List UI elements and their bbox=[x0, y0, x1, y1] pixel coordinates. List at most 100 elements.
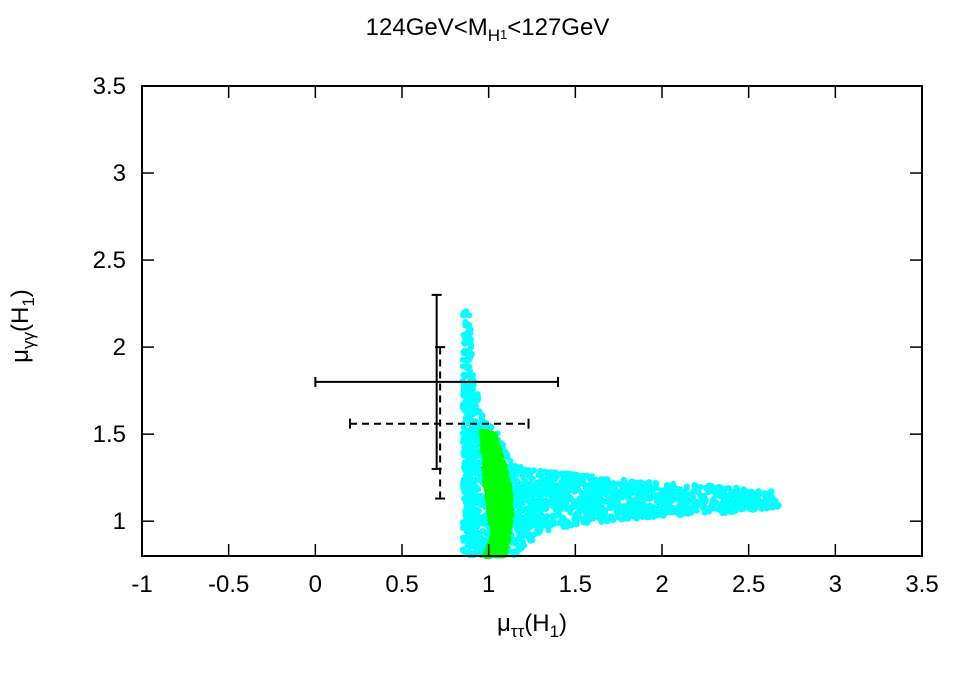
scatter-point bbox=[551, 493, 558, 499]
scatter-point bbox=[483, 486, 491, 494]
scatter-point bbox=[518, 496, 525, 503]
scatter-point bbox=[639, 495, 645, 501]
scatter-point bbox=[614, 497, 621, 504]
scatter-point bbox=[468, 535, 475, 542]
scatter-point bbox=[462, 427, 469, 434]
scatter-point bbox=[503, 493, 511, 501]
scatter-point bbox=[463, 535, 469, 542]
scatter-point bbox=[579, 481, 586, 488]
scatter-point bbox=[695, 489, 702, 496]
x-tick-label: -1 bbox=[131, 571, 152, 598]
y-tick-label: 1.5 bbox=[93, 421, 126, 448]
scatter-point bbox=[463, 468, 470, 475]
x-tick-label: 1.5 bbox=[559, 571, 592, 598]
scatter-point bbox=[574, 484, 581, 491]
scatter-point bbox=[568, 472, 575, 479]
scatter-point bbox=[670, 495, 677, 502]
scatter-point bbox=[497, 469, 504, 477]
scatter-point bbox=[738, 506, 745, 512]
scatter-point bbox=[600, 514, 607, 520]
scatter-point bbox=[715, 491, 722, 498]
x-tick-label: 2.5 bbox=[732, 571, 765, 598]
scatter-point bbox=[567, 495, 574, 502]
scatter-point bbox=[479, 413, 486, 420]
scatter-point bbox=[528, 488, 534, 495]
scatter-point bbox=[605, 496, 612, 503]
scatter-point bbox=[694, 501, 701, 508]
x-tick-label: 3 bbox=[829, 571, 842, 598]
scatter-point bbox=[519, 481, 526, 488]
scatter-point bbox=[715, 484, 722, 491]
scatter-point bbox=[619, 482, 625, 489]
scatter-point bbox=[460, 524, 466, 531]
scatter-point bbox=[467, 385, 474, 392]
scatter-point bbox=[551, 520, 558, 527]
scatter-point bbox=[467, 498, 474, 505]
scatter-point bbox=[472, 458, 479, 465]
scatter-point bbox=[467, 443, 474, 450]
scatter-point bbox=[472, 402, 479, 409]
scatter-point bbox=[472, 527, 479, 533]
scatter-point bbox=[689, 497, 696, 504]
scatter-point bbox=[498, 546, 505, 554]
scatter-point bbox=[747, 494, 754, 500]
scatter-point bbox=[465, 452, 472, 459]
scatter-point bbox=[722, 485, 729, 492]
scatter-point bbox=[529, 475, 536, 482]
scatter-point bbox=[473, 465, 480, 472]
scatter-point bbox=[743, 488, 750, 495]
scatter-point bbox=[543, 505, 550, 512]
y-tick-label: 3.5 bbox=[93, 73, 126, 100]
scatter-point bbox=[593, 504, 600, 511]
scatter-point bbox=[459, 401, 466, 408]
scatter-point bbox=[468, 410, 475, 417]
scatter-point bbox=[471, 418, 478, 424]
scatter-point bbox=[684, 497, 691, 504]
scatter-series-2 bbox=[478, 428, 515, 560]
scatter-point bbox=[479, 436, 487, 444]
scatter-point bbox=[466, 392, 473, 399]
scatter-point bbox=[491, 503, 499, 511]
scatter-point bbox=[529, 522, 536, 529]
scatter-point bbox=[534, 519, 541, 525]
scatter-point bbox=[592, 483, 599, 490]
scatter-point bbox=[623, 515, 629, 522]
scatter-point bbox=[494, 526, 502, 533]
x-tick-label: 2 bbox=[655, 571, 668, 598]
scatter-point bbox=[494, 454, 502, 462]
error-bars bbox=[314, 293, 559, 500]
scatter-point bbox=[726, 504, 733, 511]
scatter-point bbox=[460, 452, 467, 459]
scatter-point bbox=[490, 539, 498, 546]
scatter-point bbox=[634, 497, 640, 504]
scatter-point bbox=[626, 498, 633, 505]
scatter-point bbox=[769, 494, 776, 501]
scatter-point bbox=[754, 498, 761, 505]
scatter-point bbox=[598, 508, 605, 514]
scatter-point bbox=[558, 504, 565, 511]
scatter-point bbox=[473, 478, 480, 485]
scatter-point bbox=[467, 373, 474, 380]
scatter-point bbox=[466, 312, 473, 319]
scatter-point bbox=[768, 488, 775, 495]
scatter-point bbox=[556, 519, 562, 526]
scatter-series-1 bbox=[459, 308, 782, 559]
scatter-point bbox=[664, 482, 671, 488]
y-tick-label: 3 bbox=[113, 160, 126, 187]
scatter-point bbox=[650, 504, 657, 511]
scatter-point bbox=[621, 509, 628, 516]
scatter-point bbox=[469, 550, 476, 557]
scatter-point bbox=[752, 505, 758, 512]
scatter-point bbox=[474, 500, 481, 506]
scatter-point bbox=[491, 509, 498, 517]
scatter-point bbox=[518, 533, 525, 540]
scatter-point bbox=[485, 497, 492, 505]
scatter-point bbox=[517, 519, 524, 525]
scatter-point bbox=[571, 488, 578, 495]
scatter-point bbox=[693, 507, 700, 514]
measurement-dashed bbox=[349, 346, 530, 500]
scatter-point bbox=[682, 505, 689, 512]
scatter-point bbox=[604, 476, 611, 483]
scatter-point bbox=[526, 534, 533, 541]
scatter-point bbox=[674, 506, 681, 513]
